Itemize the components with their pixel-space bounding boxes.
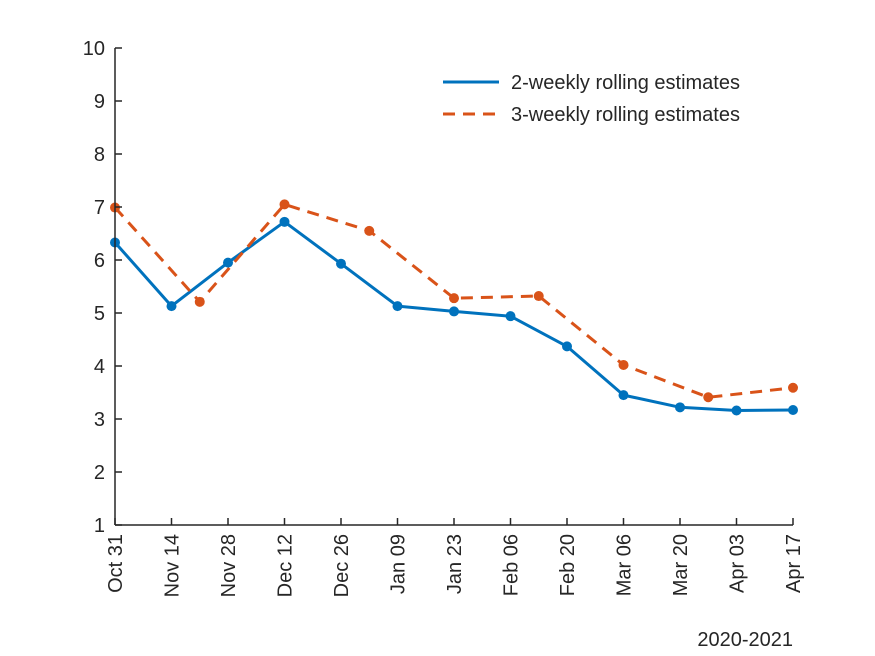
x-tick-label: Jan 23 — [444, 534, 466, 594]
y-tick-label: 4 — [94, 356, 105, 378]
y-tick-label: 5 — [94, 303, 105, 325]
data-point — [194, 296, 205, 307]
x-tick-label: Feb 06 — [501, 534, 523, 596]
x-tick-label: Nov 14 — [162, 534, 184, 597]
data-point — [279, 216, 290, 227]
data-point — [449, 293, 459, 304]
data-point — [279, 199, 290, 210]
y-tick-label: 7 — [94, 197, 105, 219]
data-point — [618, 390, 629, 401]
data-point — [533, 291, 544, 302]
x-tick-label: Apr 03 — [727, 534, 749, 593]
data-point — [788, 382, 798, 393]
data-point — [223, 257, 233, 268]
x-tick-label: Mar 06 — [614, 534, 636, 596]
legend: 2-weekly rolling estimates 3-weekly roll… — [443, 72, 740, 126]
x-tick-label: Dec 26 — [331, 534, 353, 597]
data-point — [166, 301, 177, 312]
series-line-1 — [113, 202, 794, 399]
x-tick-label: Dec 12 — [275, 534, 297, 597]
y-tick-label: 10 — [83, 38, 105, 60]
data-point — [449, 306, 459, 317]
data-point — [703, 392, 714, 403]
data-point — [392, 301, 403, 312]
data-point — [336, 258, 346, 269]
data-point — [731, 405, 742, 416]
series-markers — [110, 199, 798, 416]
x-tick-label: Apr 17 — [783, 534, 805, 593]
data-point — [364, 225, 375, 236]
x-tick-label: Mar 20 — [670, 534, 692, 596]
legend-label-2-weekly: 2-weekly rolling estimates — [511, 72, 740, 94]
x-tick-label: Jan 09 — [388, 534, 410, 594]
data-point — [562, 341, 572, 352]
data-point — [788, 404, 798, 415]
x-axis-title: 2020-2021 — [697, 629, 793, 651]
x-tick-label: Oct 31 — [105, 534, 127, 593]
x-ticks: Oct 31 Nov 14 Nov 28 Dec 12 Dec 26 Jan 09 Jan … — [105, 518, 805, 597]
legend-label-3-weekly: 3-weekly rolling estimates — [511, 104, 740, 126]
data-point — [618, 359, 629, 370]
x-tick-label: Feb 20 — [557, 534, 579, 596]
x-tick-label: Nov 28 — [218, 534, 240, 597]
y-tick-label: 8 — [94, 144, 105, 166]
y-tick-label: 6 — [94, 250, 105, 272]
y-tick-label: 1 — [94, 515, 105, 537]
data-point — [505, 311, 516, 322]
y-tick-label: 2 — [94, 462, 105, 484]
data-point — [675, 402, 685, 413]
y-tick-label: 9 — [94, 91, 105, 113]
y-tick-label: 3 — [94, 409, 105, 431]
y-ticks: 1 2 3 4 5 6 7 8 9 10 — [83, 38, 122, 537]
